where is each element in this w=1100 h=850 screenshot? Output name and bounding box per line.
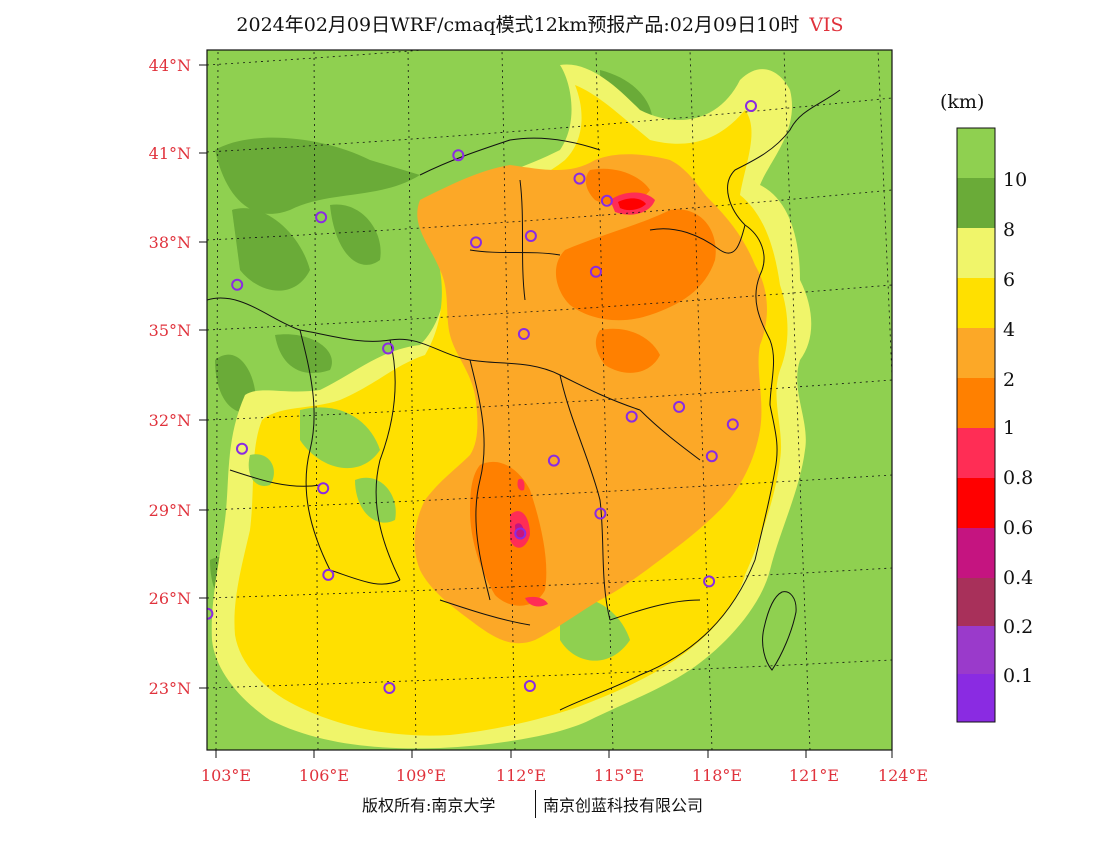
station-marker [383,682,396,694]
footer-divider [535,790,536,818]
colorbar-label: 0.6 [1003,517,1033,539]
lat-label: 23°N [149,679,191,698]
station-marker [573,172,586,185]
station-marker [705,450,718,463]
station-marker [470,236,482,249]
lat-label: 44°N [149,56,191,75]
boundaries [207,89,841,711]
station-marker [315,211,328,224]
station-marker [452,149,465,162]
colorbar-swatch [957,674,995,722]
map-frame [206,49,893,751]
lat-label: 38°N [149,233,191,252]
latitude-labels: 23°N 26°N 29°N 32°N 35°N 38°N 41°N 44°N [149,56,191,698]
station-marker [231,278,244,291]
lon-label: 106°E [299,766,349,785]
station-markers [207,100,757,694]
axis-ticks [199,64,893,758]
lon-label: 115°E [594,766,644,785]
lon-label: 109°E [396,766,446,785]
colorbar-label: 0.2 [1003,616,1033,638]
colorbar-swatch [957,328,995,378]
station-marker [625,410,638,423]
colorbar-label: 1 [1003,417,1015,439]
station-marker [547,454,560,467]
station-marker [517,328,530,340]
lon-label: 124°E [878,766,928,785]
colorbar-swatch [957,626,995,674]
colorbar-unit: (km) [940,91,984,113]
longitude-labels: 103°E 106°E 109°E 112°E 115°E 118°E 121°… [201,766,928,785]
station-marker [726,418,739,431]
colorbar-swatch [957,428,995,478]
station-marker [594,507,607,520]
lat-label: 26°N [149,589,191,608]
colorbar-frame [956,127,996,723]
colorbar-swatch [957,228,995,278]
visibility-pockets-clear [248,249,630,661]
lon-label: 112°E [496,766,546,785]
colorbar-swatch [957,578,995,626]
map-area [207,50,892,750]
copyright-owner: 版权所有:南京大学 [362,796,496,815]
station-marker [382,342,395,355]
colorbar-label: 4 [1003,319,1015,341]
colorbar-swatch [957,278,995,328]
lat-label: 29°N [149,501,191,520]
station-marker [673,400,686,413]
station-marker [523,680,536,692]
station-marker [514,527,527,540]
station-marker [600,194,613,207]
lon-label: 103°E [201,766,251,785]
colorbar-label: 0.1 [1003,665,1033,687]
colorbar-label: 6 [1003,269,1015,291]
lat-label: 32°N [149,411,191,430]
colorbar-label: 10 [1003,169,1027,191]
colorbar-swatch [957,378,995,428]
colorbar-label: 2 [1003,369,1015,391]
station-marker [745,100,757,112]
lat-label: 41°N [149,144,191,163]
colorbar: (km) 10 8 6 4 2 1 0.8 0.6 0.4 0.2 0.1 [940,91,1033,723]
station-marker [589,265,602,278]
copyright-company: 南京创蓝科技有限公司 [543,796,704,815]
copyright-footer: 版权所有:南京大学 南京创蓝科技有限公司 [0,790,1100,820]
title-text: 2024年02月09日WRF/cmaq模式12km预报产品:02月09日10时 [236,14,800,36]
station-marker [703,575,716,588]
colorbar-swatch [957,128,995,178]
colorbar-swatch [957,478,995,528]
colorbar-label: 8 [1003,219,1015,241]
lat-label: 35°N [149,321,191,340]
variable-label: VIS [809,14,844,36]
colorbar-swatch [957,528,995,578]
graticule [207,50,892,750]
colorbar-swatch [957,178,995,228]
station-marker [236,442,248,455]
station-marker [322,568,335,581]
map-title: 2024年02月09日WRF/cmaq模式12km预报产品:02月09日10时 V… [0,10,1080,37]
lon-label: 118°E [692,766,742,785]
station-marker [524,230,537,242]
taiwan-island [762,591,797,671]
colorbar-label: 0.4 [1003,567,1033,589]
station-marker [317,482,330,495]
colorbar-label: 0.8 [1003,467,1033,489]
lon-label: 121°E [789,766,839,785]
